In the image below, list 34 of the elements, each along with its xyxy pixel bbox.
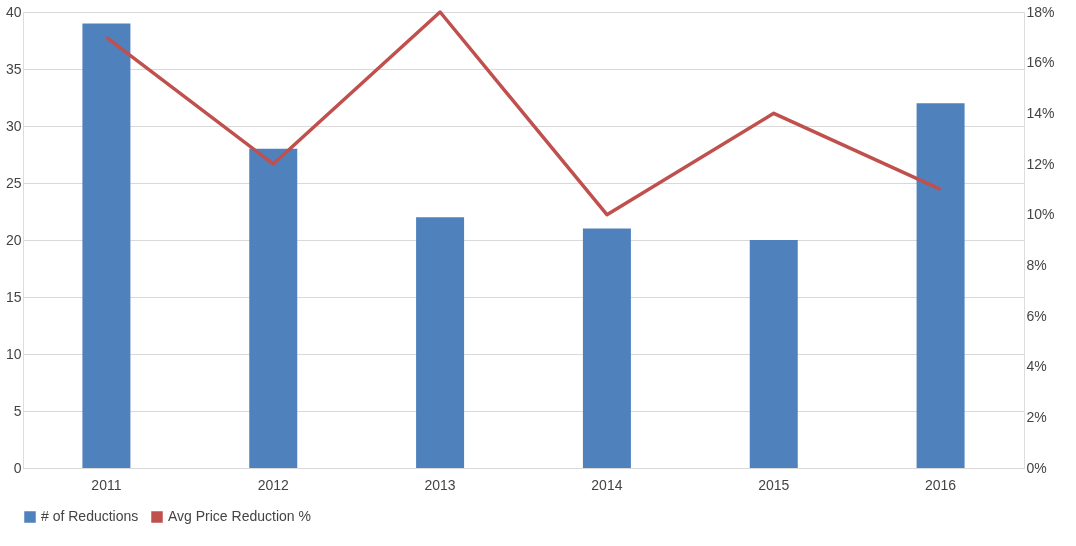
bar xyxy=(916,103,965,468)
y-tick-label: 30 xyxy=(5,117,22,134)
bar xyxy=(749,240,798,468)
line-series xyxy=(104,10,943,217)
bar xyxy=(249,148,298,468)
legend-label: Avg Price Reduction % xyxy=(168,508,311,524)
y-tick-label: 40 xyxy=(5,3,22,20)
y2-tick-label: 6% xyxy=(1026,307,1047,324)
y2-tick-label: 10% xyxy=(1026,206,1055,223)
bar xyxy=(582,228,631,468)
bar xyxy=(82,23,131,468)
y2-tick-label: 4% xyxy=(1026,358,1047,375)
y-tick-label: 10 xyxy=(5,345,22,362)
y-tick-label: 15 xyxy=(5,288,22,305)
y-tick-label: 5 xyxy=(13,402,22,419)
y-tick-label: 25 xyxy=(5,174,22,191)
x-tick-label: 2014 xyxy=(591,476,623,493)
x-tick-label: 2016 xyxy=(925,476,957,493)
y2-tick-label: 12% xyxy=(1026,155,1055,172)
y2-tick-label: 14% xyxy=(1026,104,1055,121)
y-tick-label: 0 xyxy=(13,459,22,476)
y2-tick-label: 8% xyxy=(1026,256,1047,273)
x-tick-label: 2011 xyxy=(91,476,122,493)
y2-tick-label: 2% xyxy=(1026,408,1047,425)
x-tick-label: 2012 xyxy=(257,476,290,493)
y2-tick-label: 18% xyxy=(1026,3,1055,20)
y-tick-label: 35 xyxy=(5,60,22,77)
y2-tick-label: 16% xyxy=(1026,54,1055,71)
y-tick-label: 20 xyxy=(5,231,22,248)
legend-label: # of Reductions xyxy=(41,508,139,524)
x-tick-label: 2013 xyxy=(424,476,456,493)
x-tick-label: 2015 xyxy=(758,476,790,493)
bar xyxy=(416,217,465,468)
y2-tick-label: 0% xyxy=(1026,459,1047,476)
